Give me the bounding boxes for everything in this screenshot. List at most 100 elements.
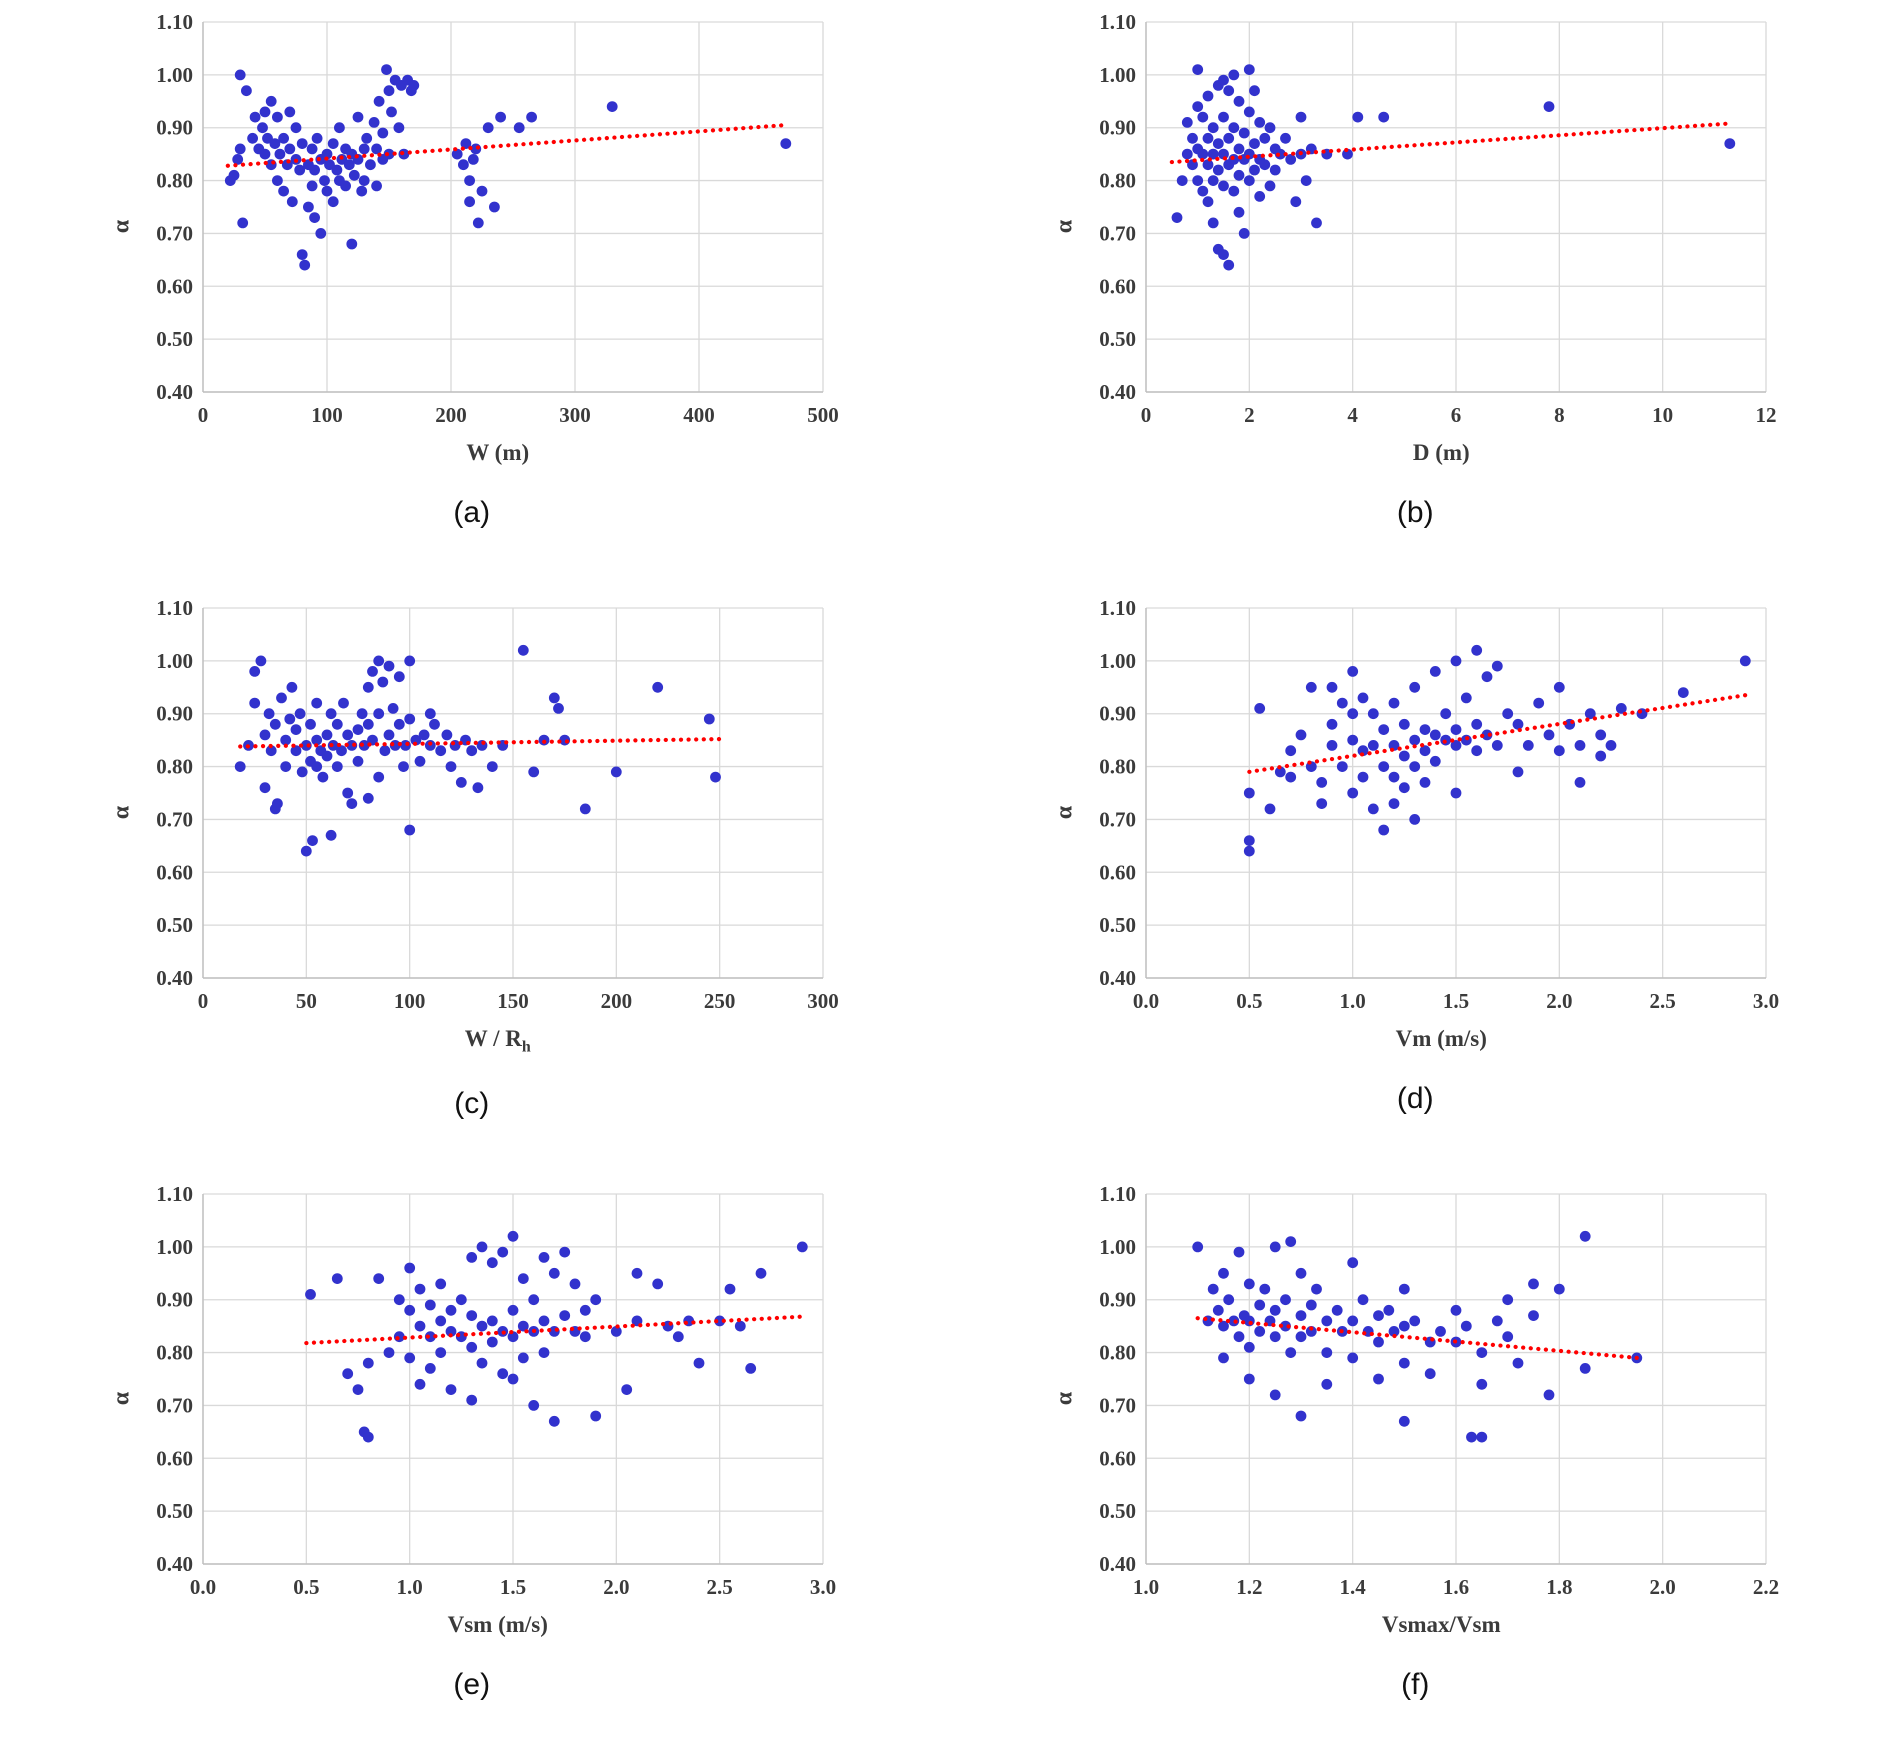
x-tick-label: 10 <box>1652 403 1673 427</box>
data-point <box>1254 703 1266 714</box>
data-point <box>404 1352 415 1364</box>
x-axis-label: Vsmax/Vsm <box>1381 1612 1501 1637</box>
x-tick-label: 2.2 <box>1753 1575 1779 1599</box>
data-point <box>610 766 622 778</box>
data-point <box>435 1347 446 1358</box>
data-point <box>1270 1241 1281 1253</box>
data-point <box>1450 1304 1462 1316</box>
data-point <box>1295 1410 1307 1422</box>
data-point <box>1399 750 1410 762</box>
data-point <box>466 1394 477 1406</box>
data-point <box>1233 143 1245 155</box>
data-point <box>1492 660 1503 672</box>
chart-caption: (a) <box>453 496 491 529</box>
data-point <box>755 1267 767 1279</box>
data-point <box>1202 90 1214 102</box>
data-point <box>548 1415 560 1427</box>
x-tick-label: 2.0 <box>1546 989 1572 1013</box>
trend-line <box>225 122 788 168</box>
data-point <box>335 745 347 757</box>
trend-line <box>1195 1316 1640 1360</box>
data-point <box>1528 1278 1540 1290</box>
y-tick-label: 1.00 <box>1100 63 1137 87</box>
y-tick-label: 0.70 <box>1100 1393 1137 1417</box>
data-point <box>1492 1315 1503 1327</box>
data-point <box>1481 729 1493 741</box>
data-point <box>404 824 415 836</box>
data-point <box>1223 259 1235 271</box>
data-point <box>1290 196 1302 208</box>
x-tick-label: 4 <box>1348 403 1359 427</box>
data-point <box>451 148 463 160</box>
data-point <box>449 740 461 751</box>
data-point <box>275 692 287 704</box>
data-point <box>1378 761 1390 772</box>
data-point <box>538 1347 550 1358</box>
chart-d: α 0.40 0.50 0.60 0.70 0.80 0.90 1.00 1.10 0.0 0.5… <box>944 592 1887 1178</box>
data-point <box>1244 64 1255 75</box>
scatter-plot-e: 0.40 0.50 0.60 0.70 0.80 0.90 1.00 1.10 0.0 0.5 1.… <box>156 1182 836 1599</box>
data-point <box>472 782 484 794</box>
data-point <box>714 1315 725 1327</box>
data-point <box>352 1384 364 1395</box>
data-point <box>1285 745 1297 757</box>
data-point <box>1259 159 1271 171</box>
data-point <box>373 1273 384 1284</box>
data-point <box>339 180 351 192</box>
data-point <box>240 85 252 97</box>
x-axis-label: W (m) <box>466 440 530 465</box>
data-point <box>1208 148 1219 160</box>
data-point <box>445 1326 457 1337</box>
data-point <box>1244 787 1255 799</box>
data-point <box>1187 132 1199 144</box>
data-point <box>1378 111 1390 123</box>
data-point <box>1512 766 1524 778</box>
data-point <box>1239 228 1250 239</box>
data-point <box>296 138 308 150</box>
data-point <box>228 169 240 181</box>
y-tick-label: 1.10 <box>1100 1182 1137 1206</box>
data-point <box>383 660 395 672</box>
data-point <box>1233 169 1245 181</box>
data-point <box>1492 740 1503 751</box>
data-point <box>1574 777 1586 788</box>
y-tick-label: 0.40 <box>156 380 193 404</box>
data-point <box>486 1257 498 1269</box>
data-point <box>311 132 323 144</box>
data-point <box>290 724 302 735</box>
data-point <box>559 1310 570 1321</box>
x-tick-label: 3.0 <box>810 1575 836 1599</box>
data-point <box>284 143 295 155</box>
data-point <box>373 708 384 720</box>
data-point <box>1476 1378 1488 1390</box>
data-point <box>1182 148 1193 160</box>
data-point <box>463 175 475 187</box>
x-tick-label: 1.4 <box>1340 1575 1367 1599</box>
data-point <box>1337 697 1348 709</box>
data-point <box>259 148 271 160</box>
data-point <box>1512 1357 1524 1369</box>
data-point <box>306 835 318 846</box>
data-point <box>528 766 539 778</box>
data-point <box>1450 740 1462 751</box>
data-point <box>1192 101 1204 112</box>
data-point <box>321 148 333 160</box>
data-point <box>321 729 333 741</box>
y-tick-label: 0.70 <box>156 807 193 831</box>
data-point <box>370 143 382 155</box>
y-tick-label: 0.70 <box>1100 807 1137 831</box>
data-point <box>606 101 618 112</box>
data-point <box>579 1331 591 1343</box>
data-point <box>1388 798 1400 809</box>
y-axis-label: α <box>108 219 135 233</box>
data-point <box>1249 164 1261 176</box>
data-point <box>472 217 484 229</box>
data-point <box>1476 1431 1488 1443</box>
scatter-plot-a: 0.40 0.50 0.60 0.70 0.80 0.90 1.00 1.10 0 100 200 3… <box>156 10 839 427</box>
data-point <box>1197 185 1209 197</box>
y-tick-label: 0.50 <box>156 327 193 351</box>
data-point <box>1208 217 1219 229</box>
data-point <box>424 1299 436 1311</box>
data-point <box>1724 138 1736 150</box>
y-tick-label: 0.90 <box>1100 702 1137 726</box>
